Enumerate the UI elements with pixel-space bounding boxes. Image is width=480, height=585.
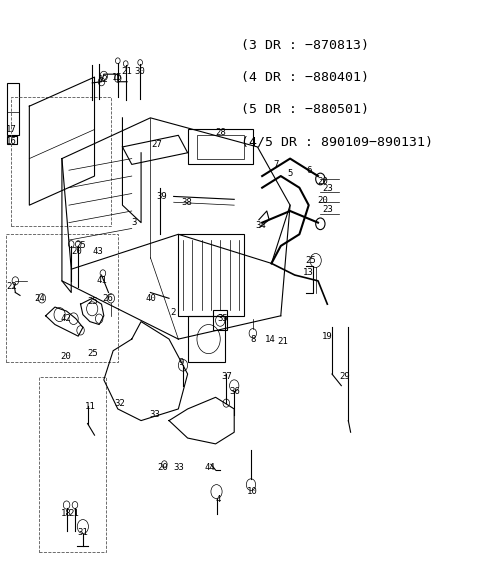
Text: 25: 25 [75,242,86,250]
Bar [213,310,227,331]
Text: 25: 25 [88,349,98,358]
Text: 4: 4 [215,495,221,504]
Text: 44: 44 [204,463,216,472]
Text: 20: 20 [60,352,71,361]
Text: 29: 29 [340,373,350,381]
Text: (5 DR : −880501): (5 DR : −880501) [241,104,369,116]
Text: 43: 43 [93,247,104,256]
Bar [11,98,111,226]
Text: 40: 40 [145,294,156,303]
Text: 12: 12 [97,75,108,84]
Text: (4/5 DR : 890109−890131): (4/5 DR : 890109−890131) [241,135,433,149]
Text: 21: 21 [69,510,79,518]
Text: 5: 5 [288,168,293,178]
Text: 21: 21 [122,67,132,75]
Text: 23: 23 [322,205,333,214]
Text: 41: 41 [96,276,107,285]
Text: 20: 20 [317,196,328,205]
Text: (3 DR : −870813): (3 DR : −870813) [241,39,369,52]
Text: 39: 39 [156,192,168,201]
Text: 10: 10 [247,487,257,496]
Bar [6,234,118,362]
Text: (4 DR : −880401): (4 DR : −880401) [241,71,369,84]
Text: 33: 33 [173,463,184,472]
Bar [8,83,19,135]
Text: 14: 14 [265,335,276,343]
Text: 30: 30 [135,67,145,75]
Text: 22: 22 [6,282,17,291]
Text: 16: 16 [6,137,17,146]
Text: 21: 21 [278,338,288,346]
Text: 6: 6 [306,166,312,175]
Text: 28: 28 [215,128,226,137]
Text: 31: 31 [77,528,88,537]
Text: 7: 7 [274,160,279,169]
Bar [179,234,243,316]
Bar [188,316,225,362]
Text: 25: 25 [306,256,316,265]
Text: 11: 11 [84,401,95,411]
Text: 20: 20 [317,177,328,187]
Text: 38: 38 [181,198,192,207]
Text: 27: 27 [151,140,162,149]
Text: 13: 13 [303,267,314,277]
Bar [39,377,106,552]
Text: 37: 37 [221,373,232,381]
Text: 19: 19 [322,332,333,340]
Text: 2: 2 [170,308,175,318]
Text: 15: 15 [111,73,122,81]
Text: 25: 25 [88,297,98,306]
Text: 34: 34 [256,221,266,230]
Text: 33: 33 [150,410,160,419]
Bar [188,129,253,164]
Text: 42: 42 [60,314,71,323]
Text: 17: 17 [6,125,17,134]
Text: 23: 23 [322,184,333,194]
Text: 9: 9 [179,358,184,367]
Text: 18: 18 [61,510,72,518]
Text: 8: 8 [250,335,255,343]
Text: 32: 32 [115,398,125,408]
Text: 20: 20 [72,247,82,256]
Bar [197,135,243,159]
Text: 36: 36 [230,387,240,396]
Text: 3: 3 [132,218,137,227]
Text: 24: 24 [34,294,45,303]
Bar [8,136,17,144]
Text: 26: 26 [102,294,113,303]
Text: 35: 35 [217,314,228,323]
Text: 20: 20 [157,463,168,472]
